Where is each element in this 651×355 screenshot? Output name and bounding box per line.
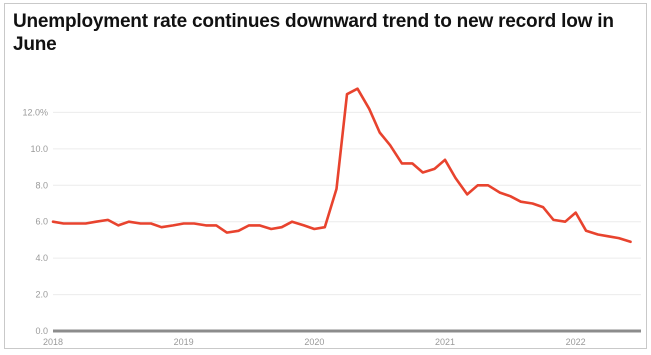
line-chart: 0.0 2.0 4.0 6.0 8.0 10.0 12.0% 2018 2019 2020 2021…	[22, 87, 641, 347]
y-tick-label: 8.0	[35, 180, 48, 190]
y-tick-label: 10.0	[30, 144, 48, 154]
x-tick-label: 2022	[566, 337, 586, 347]
chart-card: Unemployment rate continues downward tre…	[4, 3, 647, 349]
x-tick-label: 2018	[43, 337, 63, 347]
x-tick-label: 2021	[435, 337, 455, 347]
x-tick-label: 2020	[304, 337, 324, 347]
x-tick-label: 2019	[174, 337, 194, 347]
y-tick-label: 6.0	[35, 217, 48, 227]
series-line	[51, 87, 632, 244]
y-tick-label: 2.0	[35, 290, 48, 300]
y-tick-label: 0.0	[35, 326, 48, 336]
y-tick-label: 12.0%	[22, 107, 48, 117]
chart-title: Unemployment rate continues downward tre…	[13, 11, 614, 55]
y-tick-label: 4.0	[35, 253, 48, 263]
